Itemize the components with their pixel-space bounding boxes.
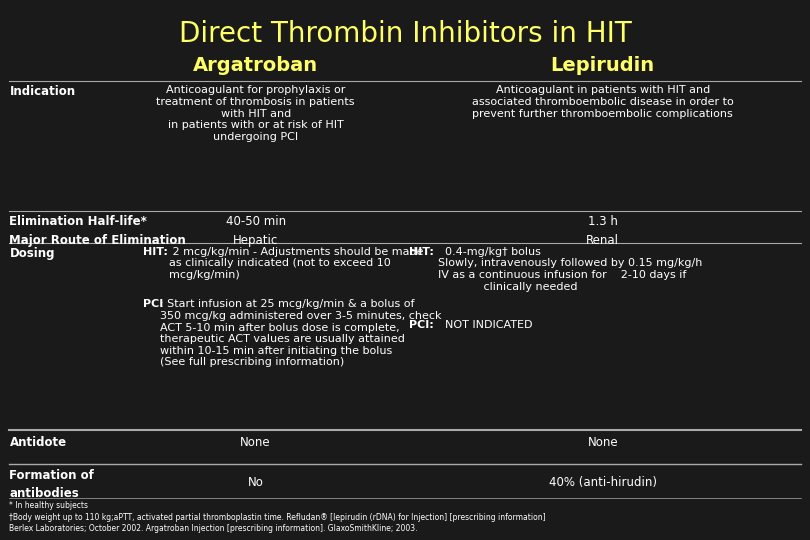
Text: PCI:: PCI: (409, 320, 434, 330)
Text: Lepirudin: Lepirudin (551, 56, 654, 75)
Text: NOT INDICATED: NOT INDICATED (438, 320, 533, 330)
Text: Anticoagulant for prophylaxis or
treatment of thrombosis in patients
with HIT an: Anticoagulant for prophylaxis or treatme… (156, 85, 355, 141)
Text: 40-50 min
Hepatic: 40-50 min Hepatic (226, 215, 286, 247)
Text: Argatroban: Argatroban (193, 56, 318, 75)
Text: None: None (241, 436, 271, 449)
Text: PCI: PCI (143, 299, 163, 309)
Text: 0.4-mg/kg† bolus
Slowly, intravenously followed by 0.15 mg/kg/h
IV as a continuo: 0.4-mg/kg† bolus Slowly, intravenously f… (438, 247, 702, 292)
Text: 40% (anti-hirudin): 40% (anti-hirudin) (548, 476, 657, 489)
Text: HIT:: HIT: (143, 247, 168, 257)
Text: None: None (587, 436, 618, 449)
Text: * In healthy subjects
†Body weight up to 110 kg;aPTT, activated partial thrombop: * In healthy subjects †Body weight up to… (10, 501, 546, 534)
Text: Dosing: Dosing (10, 247, 55, 260)
Text: Indication: Indication (10, 85, 75, 98)
Text: Formation of
antibodies: Formation of antibodies (10, 469, 94, 501)
Text: 2 mcg/kg/min - Adjustments should be made
as clinically indicated (not to exceed: 2 mcg/kg/min - Adjustments should be mad… (169, 247, 424, 280)
Text: Elimination Half-life*
Major Route of Elimination: Elimination Half-life* Major Route of El… (10, 215, 186, 247)
Text: Anticoagulant in patients with HIT and
associated thromboembolic disease in orde: Anticoagulant in patients with HIT and a… (472, 85, 734, 118)
Text: HIT:: HIT: (409, 247, 434, 257)
Text: No: No (248, 476, 263, 489)
Text: 1.3 h
Renal: 1.3 h Renal (586, 215, 620, 247)
Text: : Start infusion at 25 mcg/kg/min & a bolus of
350 mcg/kg administered over 3-5 : : Start infusion at 25 mcg/kg/min & a bo… (160, 299, 442, 367)
Text: Direct Thrombin Inhibitors in HIT: Direct Thrombin Inhibitors in HIT (179, 20, 631, 48)
Text: Antidote: Antidote (10, 436, 66, 449)
